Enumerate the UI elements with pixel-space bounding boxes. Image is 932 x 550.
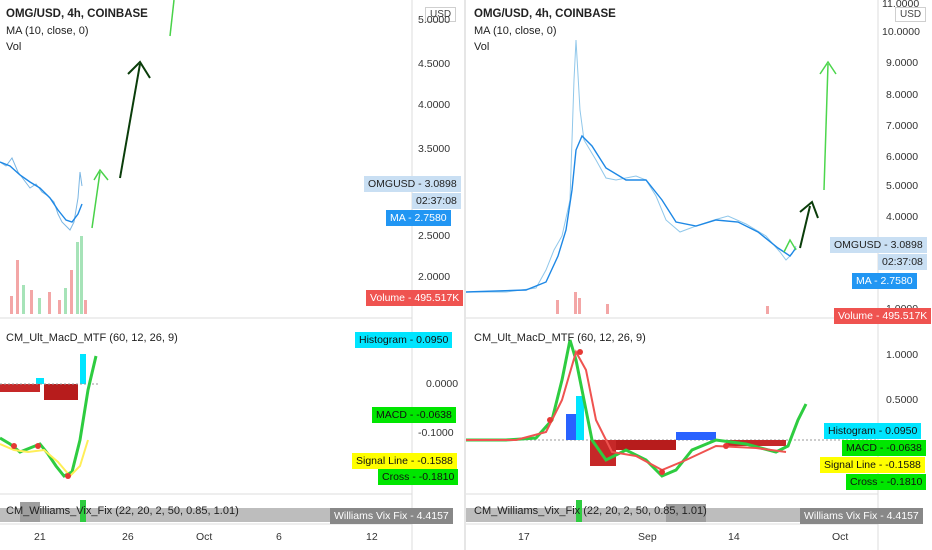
left-time-tick: 26 xyxy=(122,531,134,543)
left-ma-legend: MA (10, close, 0) xyxy=(6,25,89,37)
right-macd-legend: CM_Ult_MacD_MTF (60, 12, 26, 9) xyxy=(474,332,646,344)
right-chart-canvas xyxy=(466,0,879,550)
left-cross-dots xyxy=(11,443,71,479)
left-volume-bars xyxy=(10,236,87,314)
left-macd-tick: -0.1000 xyxy=(418,427,454,439)
left-symbol-title: OMG/USD, 4h, COINBASE xyxy=(6,8,148,20)
right-vix-legend: CM_Williams_Vix_Fix (22, 20, 2, 50, 0.85… xyxy=(474,505,707,517)
left-vix-tag: Williams Vix Fix - 4.4157 xyxy=(330,508,453,524)
right-price-tick: 11.0000 xyxy=(882,0,920,10)
right-price-tick: 8.0000 xyxy=(886,89,919,101)
left-price-tick: 5.0000 xyxy=(418,14,451,26)
right-macd-tick: 1.0000 xyxy=(886,349,919,361)
left-signal-tag: Signal Line - -0.1588 xyxy=(352,453,457,469)
left-macd-tick: 0.0000 xyxy=(426,378,459,390)
right-signal-line xyxy=(466,349,787,472)
right-time-tick: Sep xyxy=(638,531,657,543)
left-chart-panel: OMG/USD, 4h, COINBASE MA (10, close, 0) … xyxy=(0,0,464,550)
left-signal-line xyxy=(0,439,89,478)
right-signal-tag: Signal Line - -0.1588 xyxy=(820,457,925,473)
left-light-arrow xyxy=(91,0,175,229)
right-price-tick: 7.0000 xyxy=(886,120,919,132)
right-ma-legend: MA (10, close, 0) xyxy=(474,25,557,37)
left-volume-tag: Volume - 495.517K xyxy=(366,290,464,306)
right-chart-panel: OMG/USD, 4h, COINBASE MA (10, close, 0) … xyxy=(466,0,932,550)
left-ma-tag: MA - 2.7580 xyxy=(386,210,451,226)
right-volume-bars xyxy=(556,292,769,314)
right-time-tick: Oct xyxy=(832,531,849,543)
left-time-tick: Oct xyxy=(196,531,213,543)
left-macd-legend: CM_Ult_MacD_MTF (60, 12, 26, 9) xyxy=(6,332,178,344)
left-price-tick: 4.0000 xyxy=(418,99,451,111)
left-chart-canvas xyxy=(0,0,413,550)
left-price-tag: OMGUSD - 3.0898 xyxy=(364,176,461,192)
left-ma-line xyxy=(0,161,83,223)
right-usd-button[interactable]: USD xyxy=(895,7,927,22)
right-vix-bars xyxy=(466,500,878,522)
left-time-tick: 12 xyxy=(366,531,378,543)
right-price-line xyxy=(466,39,797,293)
right-time-tick: 14 xyxy=(728,531,740,543)
left-macd-tag: MACD - -0.0638 xyxy=(372,407,456,423)
right-dark-arrow xyxy=(799,200,819,249)
right-volume-tag: Volume - 495.517K xyxy=(834,308,932,324)
left-time-tick: 21 xyxy=(34,531,46,543)
right-ma-line xyxy=(466,134,797,293)
right-histogram-tag: Histogram - 0.0950 xyxy=(824,423,922,439)
left-histogram-tag: Histogram - 0.0950 xyxy=(355,332,453,348)
right-macd-tag: MACD - -0.0638 xyxy=(842,440,926,456)
left-vix-legend: CM_Williams_Vix_Fix (22, 20, 2, 50, 0.85… xyxy=(6,505,239,517)
right-cross-dots xyxy=(547,349,729,475)
right-price-tick: 9.0000 xyxy=(886,57,919,69)
right-price-tick: 4.0000 xyxy=(886,211,919,223)
right-price-tick: 10.0000 xyxy=(882,26,920,38)
right-vol-legend: Vol xyxy=(474,41,490,53)
right-countdown-tag: 02:37:08 xyxy=(878,254,927,270)
left-vol-legend: Vol xyxy=(6,41,22,53)
right-macd-tick: 0.5000 xyxy=(886,394,919,406)
left-price-tick: 3.5000 xyxy=(418,143,451,155)
left-usd-button[interactable]: USD xyxy=(425,7,457,22)
left-vix-bars xyxy=(0,500,412,522)
left-dark-arrow xyxy=(119,60,151,179)
right-time-tick: 17 xyxy=(518,531,530,543)
right-price-tick: 6.0000 xyxy=(886,151,919,163)
left-price-tick: 4.5000 xyxy=(418,58,451,70)
left-macd-histogram xyxy=(0,354,86,400)
left-countdown-tag: 02:37:08 xyxy=(412,193,461,209)
right-symbol-title: OMG/USD, 4h, COINBASE xyxy=(474,8,616,20)
right-cross-tag: Cross - -0.1810 xyxy=(846,474,927,490)
left-price-tick: 2.5000 xyxy=(418,230,451,242)
right-price-tick: 5.0000 xyxy=(886,180,919,192)
right-light-arrow xyxy=(783,60,837,253)
right-ma-tag: MA - 2.7580 xyxy=(852,273,917,289)
right-vix-tag: Williams Vix Fix - 4.4157 xyxy=(800,508,923,524)
right-price-tag: OMGUSD - 3.0898 xyxy=(830,237,927,253)
right-macd-histogram xyxy=(566,396,786,466)
panel-divider xyxy=(464,0,466,550)
left-time-tick: 6 xyxy=(276,531,282,543)
left-cross-tag: Cross - -0.1810 xyxy=(378,469,459,485)
left-price-tick: 2.0000 xyxy=(418,271,451,283)
